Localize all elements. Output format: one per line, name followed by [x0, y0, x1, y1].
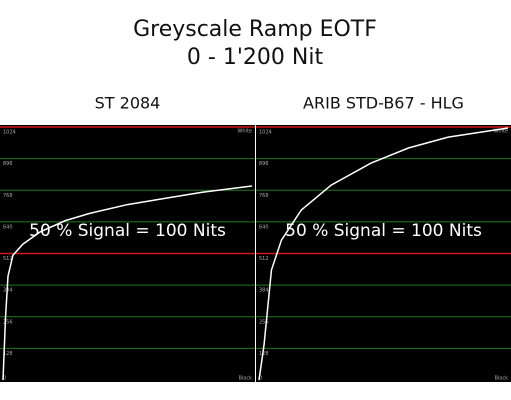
annotation: 50 % Signal = 100 Nits	[29, 221, 226, 241]
subtitle: 0 - 1'200 Nit	[187, 45, 324, 70]
y-tick-label: 640	[259, 224, 269, 230]
y-tick-label: 640	[3, 224, 13, 230]
y-tick-label: 0	[259, 376, 262, 382]
y-tick-label: 256	[259, 319, 269, 325]
curve	[258, 127, 509, 381]
annotation: 50 % Signal = 100 Nits	[285, 221, 482, 241]
top-label: White	[493, 129, 508, 135]
y-tick-label: 0	[3, 376, 6, 382]
y-tick-label: 768	[259, 193, 269, 199]
y-tick-label: 512	[259, 256, 269, 262]
curve	[2, 185, 253, 381]
y-tick-label: 128	[3, 351, 13, 357]
y-tick-label: 896	[3, 161, 13, 167]
y-tick-label: 1024	[259, 130, 272, 136]
bottom-label: Black	[238, 376, 252, 382]
y-tick-label: 384	[259, 288, 269, 294]
y-tick-label: 896	[259, 161, 269, 167]
y-tick-label: 1024	[3, 130, 16, 136]
top-label: White	[237, 129, 252, 135]
y-tick-label: 256	[3, 319, 13, 325]
title: Greyscale Ramp EOTF	[133, 17, 377, 42]
y-tick-label: 128	[259, 351, 269, 357]
panel-title: ST 2084	[95, 94, 161, 113]
bottom-label: Black	[494, 376, 508, 382]
panel-title: ARIB STD-B67 - HLG	[303, 94, 464, 113]
y-tick-label: 768	[3, 193, 13, 199]
y-tick-label: 512	[3, 256, 13, 262]
